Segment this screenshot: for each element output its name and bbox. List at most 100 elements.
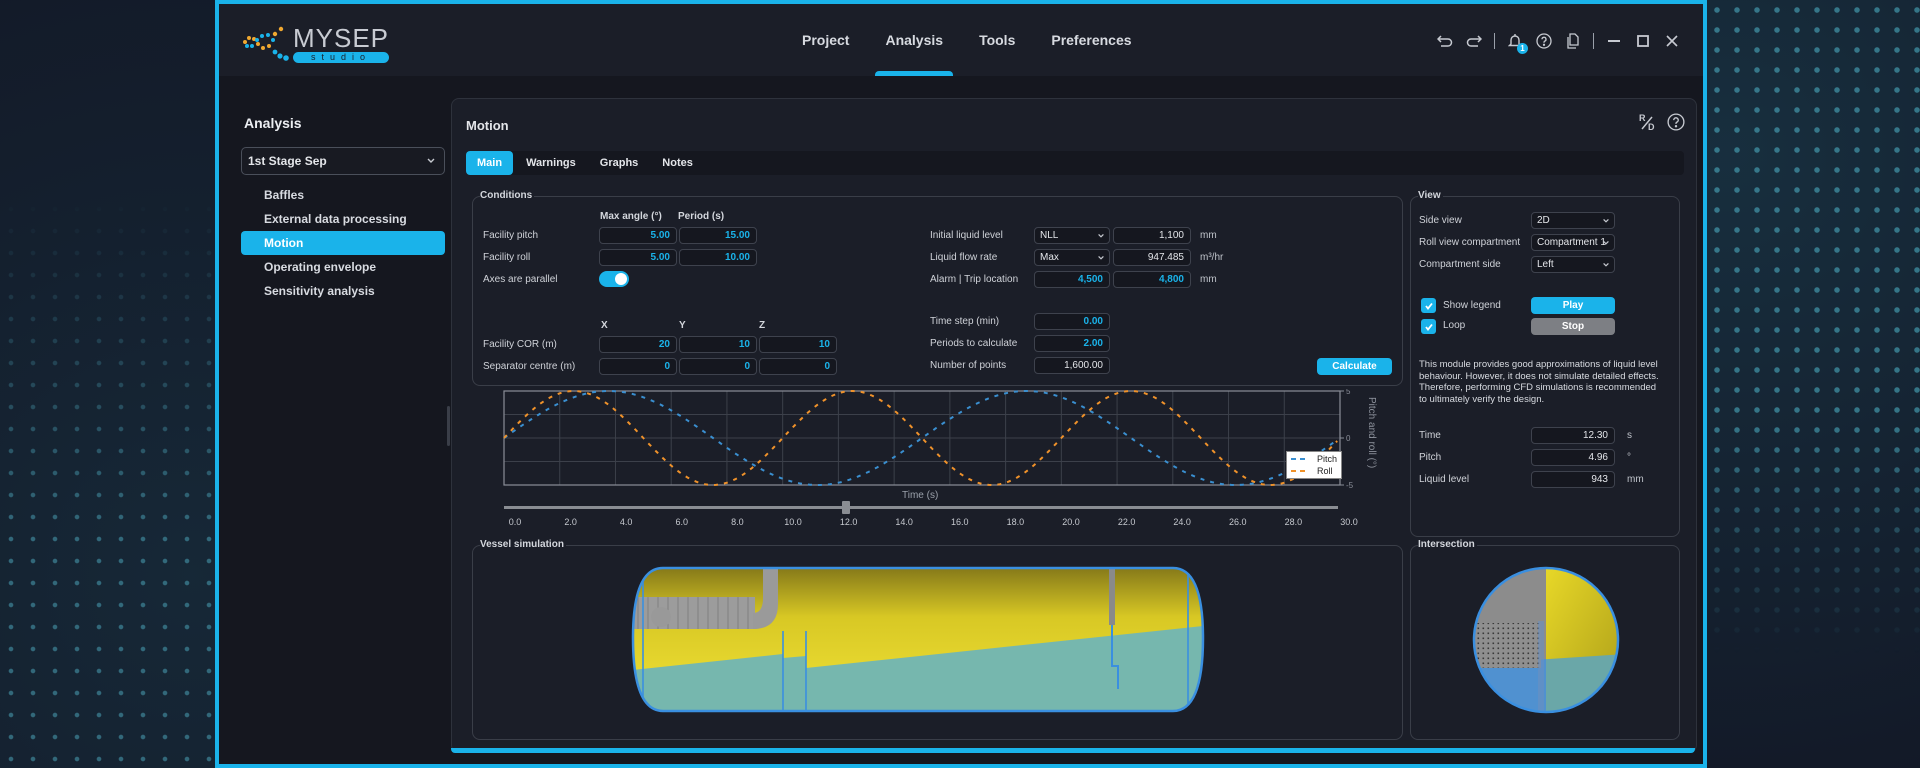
facility-roll-label: Facility roll — [483, 252, 531, 263]
view-group: View Side view 2D Roll view compartment … — [1410, 190, 1680, 537]
loop-checkbox[interactable] — [1421, 319, 1436, 334]
trip-location-input[interactable]: 4,800 — [1113, 271, 1191, 288]
x-tick-label: 4.0 — [619, 517, 633, 527]
svg-text:-5: -5 — [1346, 481, 1354, 490]
axes-parallel-label: Axes are parallel — [483, 274, 558, 285]
sidebar-item-external-data[interactable]: External data processing — [264, 212, 407, 226]
initial-liquid-level-select[interactable]: NLL — [1034, 227, 1110, 244]
rd-icon[interactable]: R D — [1637, 113, 1657, 133]
liquid-flow-rate-unit: m³/hr — [1200, 252, 1224, 263]
close-icon[interactable] — [1663, 32, 1681, 50]
tab-notes[interactable]: Notes — [662, 157, 693, 169]
facility-cor-x-input[interactable]: 20 — [599, 336, 677, 353]
chevron-down-icon — [1603, 240, 1609, 245]
facility-roll-period-input[interactable]: 10.00 — [679, 249, 757, 266]
nav-preferences[interactable]: Preferences — [1051, 32, 1132, 48]
svg-text:5: 5 — [1346, 389, 1351, 396]
facility-pitch-max-angle-input[interactable]: 5.00 — [599, 227, 677, 244]
main-nav: Project Analysis Tools Preferences — [784, 4, 1150, 76]
sidebar-resize-handle[interactable] — [447, 406, 450, 446]
liquid-flow-rate-input[interactable]: 947.485 — [1113, 249, 1191, 266]
tab-main[interactable]: Main — [466, 151, 514, 175]
undo-icon[interactable] — [1436, 32, 1454, 50]
sidebar-item-motion[interactable]: Motion — [241, 231, 445, 255]
copy-icon[interactable] — [1564, 32, 1582, 50]
facility-pitch-label: Facility pitch — [483, 230, 539, 241]
sidebar-title: Analysis — [244, 115, 302, 131]
chart-y-label: Pitch and roll (°) — [1366, 397, 1377, 469]
maximize-icon[interactable] — [1634, 32, 1652, 50]
header-max-angle: Max angle (°) — [600, 211, 662, 222]
checkmark-icon — [1424, 302, 1433, 310]
x-tick-label: 24.0 — [1173, 517, 1191, 527]
liquid-flow-rate-select[interactable]: Max — [1034, 249, 1110, 266]
x-tick-label: 12.0 — [839, 517, 858, 527]
time-step-input[interactable]: 0.00 — [1034, 313, 1110, 330]
view-title: View — [1418, 190, 1443, 201]
roll-compartment-value: Compartment 1 — [1537, 237, 1606, 248]
intersection-title: Intersection — [1418, 539, 1477, 550]
nav-tools[interactable]: Tools — [979, 32, 1016, 48]
facility-pitch-period-input[interactable]: 15.00 — [679, 227, 757, 244]
roll-compartment-select[interactable]: Compartment 1 — [1531, 234, 1615, 251]
periods-input[interactable]: 2.00 — [1034, 335, 1110, 352]
sidebar-item-sensitivity[interactable]: Sensitivity analysis — [264, 284, 375, 298]
panel-icons: R D — [1637, 113, 1685, 136]
legend-pitch-label: Pitch — [1317, 454, 1338, 464]
x-tick-label: 8.0 — [731, 517, 744, 527]
svg-text:0: 0 — [1346, 434, 1351, 443]
facility-cor-label: Facility COR (m) — [483, 339, 557, 350]
x-tick-label: 16.0 — [951, 517, 969, 527]
background-dots-left — [0, 0, 215, 768]
x-tick-label: 30.0 — [1340, 517, 1358, 527]
rd-label-bottom: D — [1648, 122, 1655, 132]
sidebar-item-operating-envelope[interactable]: Operating envelope — [264, 260, 377, 274]
legend-item-pitch: Pitch — [1291, 453, 1337, 465]
x-tick-label: 20.0 — [1062, 517, 1080, 527]
stop-button[interactable]: Stop — [1531, 318, 1615, 335]
liquid-flow-rate-label: Liquid flow rate — [930, 252, 998, 263]
x-tick-label: 6.0 — [675, 517, 689, 527]
panel-accent-bar — [451, 748, 1695, 753]
pitch-value: 4.96 — [1531, 449, 1615, 466]
time-unit: s — [1627, 430, 1632, 441]
compartment-side-select[interactable]: Left — [1531, 256, 1615, 273]
redo-icon[interactable] — [1465, 32, 1483, 50]
facility-roll-max-angle-input[interactable]: 5.00 — [599, 249, 677, 266]
separator-centre-z-input[interactable]: 0 — [759, 358, 837, 375]
stage-selector[interactable]: 1st Stage Sep — [241, 147, 445, 175]
liquid-level-value: 943 — [1531, 471, 1615, 488]
initial-liquid-level-label: Initial liquid level — [930, 230, 1003, 241]
separator-centre-x-input[interactable]: 0 — [599, 358, 677, 375]
time-slider-thumb[interactable] — [841, 501, 850, 514]
facility-cor-z-input[interactable]: 10 — [759, 336, 837, 353]
bell-icon[interactable]: 1 — [1506, 32, 1528, 54]
separator-centre-y-input[interactable]: 0 — [679, 358, 757, 375]
help-icon[interactable] — [1667, 113, 1685, 136]
calculate-button[interactable]: Calculate — [1317, 358, 1392, 375]
chart-legend: Pitch Roll — [1286, 451, 1343, 479]
show-legend-checkbox[interactable] — [1421, 298, 1436, 313]
nav-analysis[interactable]: Analysis — [867, 4, 961, 76]
facility-cor-y-input[interactable]: 10 — [679, 336, 757, 353]
num-points-input[interactable]: 1,600.00 — [1034, 357, 1110, 374]
tab-graphs[interactable]: Graphs — [599, 157, 639, 169]
pitch-roll-chart: 5 0 -5 Pitch and roll (°) Time (s) Pitch R… — [502, 389, 1382, 504]
alarm-location-input[interactable]: 4,500 — [1034, 271, 1110, 288]
conditions-group: Conditions Max angle (°) Period (s) Faci… — [472, 190, 1403, 386]
legend-item-roll: Roll — [1291, 465, 1337, 477]
play-button[interactable]: Play — [1531, 297, 1615, 314]
axes-parallel-toggle[interactable] — [599, 271, 629, 287]
num-points-label: Number of points — [930, 360, 1007, 371]
sidebar-item-baffles[interactable]: Baffles — [264, 188, 305, 202]
nav-project[interactable]: Project — [802, 32, 850, 48]
side-view-select[interactable]: 2D — [1531, 212, 1615, 229]
minimize-icon[interactable] — [1605, 32, 1623, 50]
checkmark-icon — [1424, 323, 1433, 331]
alarm-trip-label: Alarm | Trip location — [930, 274, 1019, 285]
help-icon[interactable] — [1535, 32, 1553, 50]
tab-warnings[interactable]: Warnings — [526, 157, 576, 169]
time-slider[interactable] — [504, 501, 1338, 514]
initial-liquid-level-input[interactable]: 1,100 — [1113, 227, 1191, 244]
logo-text: MYSEP — [293, 23, 390, 53]
